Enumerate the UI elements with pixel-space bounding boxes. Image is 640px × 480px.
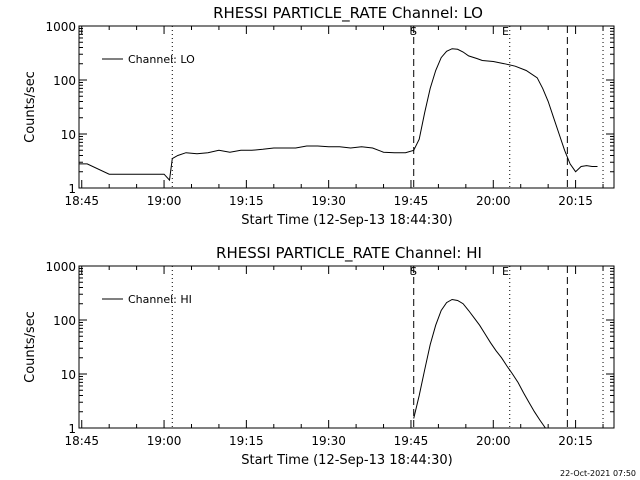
x-tick-label: 20:15 <box>558 434 593 448</box>
y-tick-label: 1000 <box>45 20 76 34</box>
time-markers <box>171 26 604 188</box>
legend-entry: Channel: HI <box>128 293 192 306</box>
x-tick-label: 19:15 <box>229 194 264 208</box>
y-axis-label: Counts/sec <box>23 311 38 383</box>
series-layer <box>79 48 598 182</box>
series-line-channel-lo <box>79 48 598 182</box>
x-tick-label: 20:00 <box>476 434 511 448</box>
y-tick-label: 1000 <box>45 260 76 274</box>
y-axis-label: Counts/sec <box>23 71 38 143</box>
y-tick-label: 100 <box>53 314 76 328</box>
plot-frame <box>78 265 615 429</box>
x-tick-label: 19:00 <box>147 434 182 448</box>
axis-ticks: 18:45 19:00 19:15 19:30 19:45 20:00 20:15 1 10 10… <box>45 20 614 208</box>
plot-frame <box>78 25 615 189</box>
series-line-channel-hi <box>413 298 546 429</box>
lo-channel-panel: RHESSI PARTICLE_RATE Channel: LO 18:45 19… <box>23 4 615 228</box>
axis-ticks: 18:45 19:00 19:15 19:30 19:45 20:00 20:15 1 10 10… <box>45 260 614 448</box>
y-tick-label: 1 <box>68 182 76 196</box>
x-tick-label: 19:15 <box>229 434 264 448</box>
start-marker-label: S <box>410 25 417 38</box>
y-tick-label: 1 <box>68 422 76 436</box>
x-tick-label: 19:30 <box>311 434 346 448</box>
chart-title: RHESSI PARTICLE_RATE Channel: HI <box>216 244 482 263</box>
x-tick-label: 19:45 <box>394 194 429 208</box>
time-markers <box>171 266 604 428</box>
x-tick-label: 18:45 <box>64 194 99 208</box>
chart-title: RHESSI PARTICLE_RATE Channel: LO <box>213 4 483 23</box>
series-layer <box>413 298 546 429</box>
y-tick-label: 10 <box>61 368 76 382</box>
hi-channel-panel: RHESSI PARTICLE_RATE Channel: HI 18:45 19… <box>23 244 615 468</box>
x-axis-label: Start Time (12-Sep-13 18:44:30) <box>241 213 452 228</box>
generation-timestamp: 22-Oct-2021 07:50 <box>560 469 636 478</box>
x-tick-label: 18:45 <box>64 434 99 448</box>
end-marker-label: E <box>502 265 509 278</box>
x-tick-label: 19:30 <box>311 194 346 208</box>
y-tick-label: 100 <box>53 74 76 88</box>
x-tick-label: 19:45 <box>394 434 429 448</box>
y-tick-label: 10 <box>61 128 76 142</box>
start-marker-label: S <box>410 265 417 278</box>
legend-entry: Channel: LO <box>128 53 195 66</box>
x-tick-label: 20:00 <box>476 194 511 208</box>
end-marker-label: E <box>502 25 509 38</box>
x-tick-label: 19:00 <box>147 194 182 208</box>
x-axis-label: Start Time (12-Sep-13 18:44:30) <box>241 453 452 468</box>
x-tick-label: 20:15 <box>558 194 593 208</box>
